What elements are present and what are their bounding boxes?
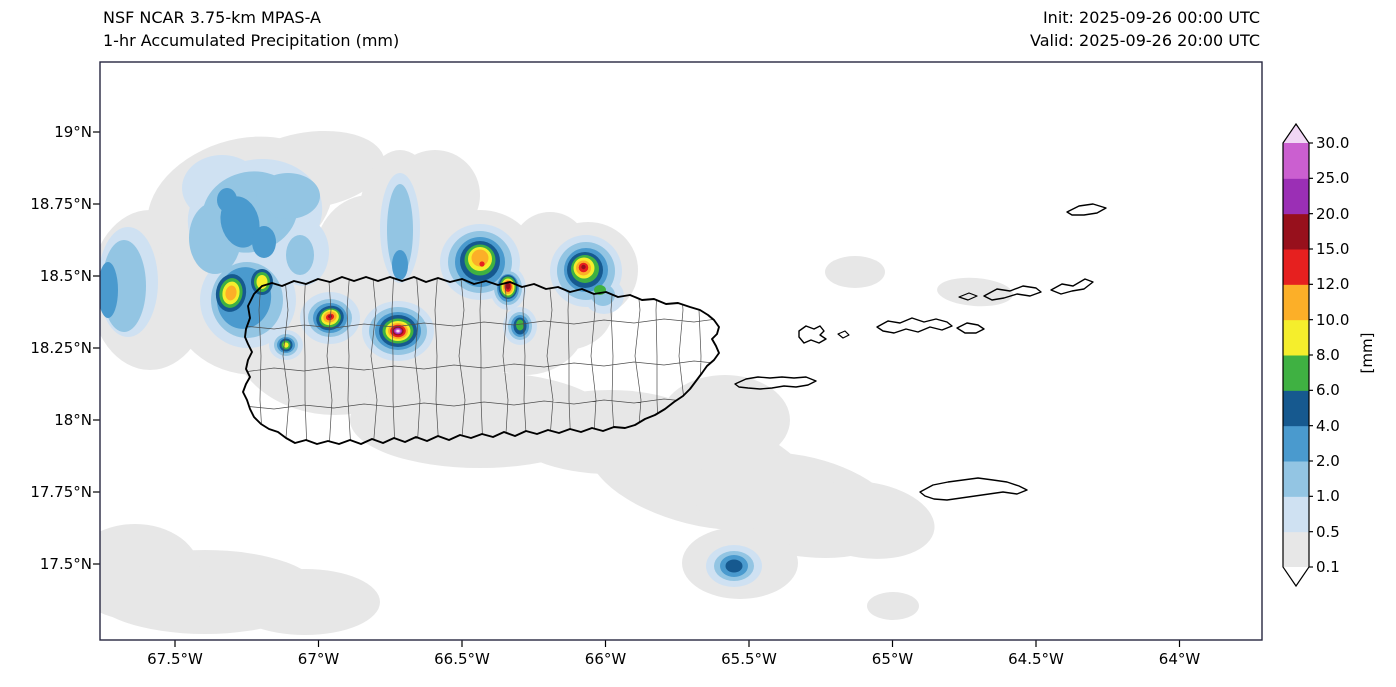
tortola-coastline bbox=[983, 285, 1042, 301]
colorbar-segment bbox=[1283, 319, 1309, 356]
x-tick-label: 66°W bbox=[584, 650, 627, 668]
municipality-boundaries bbox=[243, 277, 719, 444]
colorbar-tick-label: 25.0 bbox=[1316, 169, 1350, 188]
x-tick-label: 65.5°W bbox=[721, 650, 777, 668]
colorbar-tick-label: 30.0 bbox=[1316, 134, 1350, 152]
colorbar-under-arrow bbox=[1283, 567, 1309, 586]
colorbar-over-arrow bbox=[1283, 124, 1309, 143]
x-tick-label: 67.5°W bbox=[147, 650, 203, 668]
product-title: 1-hr Accumulated Precipitation (mm) bbox=[103, 31, 400, 50]
virgin-gorda-coastline bbox=[1050, 278, 1094, 295]
y-tick-label: 18.75°N bbox=[30, 195, 92, 213]
y-tick-label: 17.75°N bbox=[30, 483, 92, 501]
plot-frame bbox=[99, 61, 1263, 641]
colorbar-segment bbox=[1283, 284, 1309, 321]
y-tick-label: 18.5°N bbox=[39, 267, 92, 285]
colorbar-tick-label: 15.0 bbox=[1316, 240, 1350, 258]
colorbar-segment bbox=[1283, 496, 1309, 533]
y-tick-label: 17.5°N bbox=[39, 555, 92, 573]
culebra-coastline bbox=[798, 325, 827, 344]
init-time-label: Init: 2025-09-26 00:00 UTC bbox=[1042, 8, 1260, 27]
colorbar-tick-label: 4.0 bbox=[1316, 416, 1340, 435]
colorbar-segment bbox=[1283, 425, 1309, 462]
colorbar-segment bbox=[1283, 461, 1309, 497]
st-john-coastline bbox=[956, 322, 985, 334]
axis-tick-marks bbox=[93, 131, 1181, 647]
y-tick-label: 18.25°N bbox=[30, 339, 92, 357]
colorbar-segment bbox=[1283, 355, 1309, 391]
colorbar-tick-label: 12.0 bbox=[1316, 275, 1350, 294]
colorbar-segment bbox=[1283, 213, 1309, 250]
colorbar-tick-label: 0.1 bbox=[1316, 558, 1340, 576]
colorbar-tick-label: 6.0 bbox=[1316, 381, 1340, 400]
precip-layer-over-30mm bbox=[396, 329, 400, 333]
model-title: NSF NCAR 3.75-km MPAS-A bbox=[103, 8, 321, 27]
colorbar-segment bbox=[1283, 531, 1309, 568]
coastlines bbox=[242, 203, 1107, 501]
colorbar-segment bbox=[1283, 178, 1309, 215]
colorbar bbox=[1282, 122, 1313, 588]
colorbar-tick-label: 20.0 bbox=[1316, 204, 1350, 223]
y-tick-label: 18°N bbox=[54, 411, 92, 429]
jost-van-dyke-coastline bbox=[958, 292, 978, 301]
st-croix-coastline bbox=[919, 477, 1028, 501]
vieques-coastline bbox=[734, 376, 817, 390]
colorbar-tick-label: 10.0 bbox=[1316, 310, 1350, 329]
colorbar-tick-label: 0.5 bbox=[1316, 522, 1340, 541]
y-tick-label: 19°N bbox=[54, 123, 92, 141]
x-tick-label: 64°W bbox=[1158, 650, 1201, 668]
culebrita-coastline bbox=[837, 330, 850, 339]
x-tick-label: 64.5°W bbox=[1008, 650, 1064, 668]
x-tick-label: 67°W bbox=[297, 650, 340, 668]
colorbar-tick-label: 1.0 bbox=[1316, 487, 1340, 506]
colorbar-tick-label: 2.0 bbox=[1316, 452, 1340, 470]
puerto-rico-coastline bbox=[242, 276, 720, 445]
colorbar-unit-label: [mm] bbox=[1358, 332, 1376, 374]
colorbar-tick-label: 8.0 bbox=[1316, 346, 1340, 364]
st-thomas-coastline bbox=[876, 317, 953, 334]
colorbar-segment bbox=[1283, 249, 1309, 285]
valid-time-label: Valid: 2025-09-26 20:00 UTC bbox=[1029, 31, 1260, 50]
x-tick-label: 66.5°W bbox=[434, 650, 490, 668]
colorbar-segment bbox=[1283, 390, 1309, 427]
x-tick-label: 65°W bbox=[871, 650, 914, 668]
anegada-coastline bbox=[1066, 203, 1107, 216]
colorbar-segment bbox=[1283, 143, 1309, 179]
